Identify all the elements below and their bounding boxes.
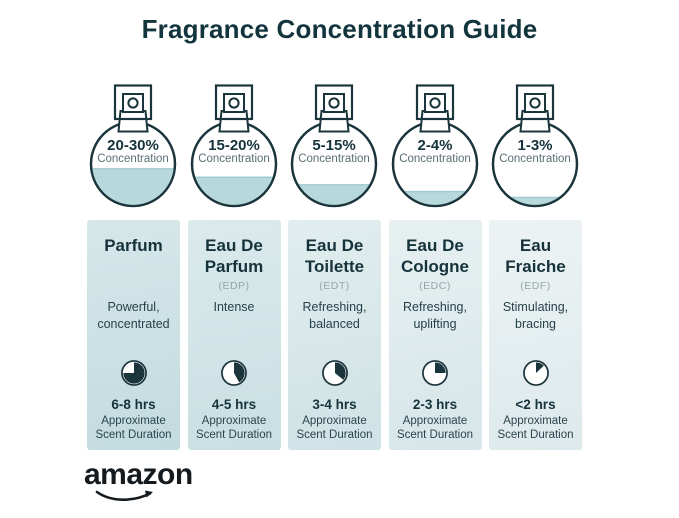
duration-hours: 6-8 hrs [111, 397, 156, 412]
clock-icon [221, 360, 247, 386]
amazon-logo: amazon [84, 458, 194, 510]
clock-icon [522, 360, 549, 386]
amazon-logo-text: amazon [84, 458, 193, 491]
bottle-cap [314, 84, 354, 121]
concentration-label: Concentration [97, 153, 169, 165]
duration-hours: 3-4 hrs [312, 397, 357, 412]
column-name: Eau Fraiche [505, 236, 566, 276]
bottle-nozzle [429, 97, 441, 109]
clock-icon [321, 360, 348, 386]
concentration-percent: 1-3% [517, 137, 552, 154]
bottle-cap [415, 84, 455, 121]
bottle-nozzle [328, 97, 340, 109]
perfume-bottle: 2-4% Concentration [391, 84, 479, 208]
duration-note: Approximate Scent Duration [497, 415, 574, 441]
concentration-label: Concentration [298, 153, 370, 165]
clock-icon [120, 360, 147, 386]
perfume-bottle: 15-20% Concentration [190, 84, 278, 208]
fragrance-column-parfum: Parfum Powerful, concentrated 6-8 hrs Ap… [87, 220, 180, 450]
concentration-label: Concentration [499, 153, 571, 165]
bottle-cap [515, 84, 555, 121]
column-description: Refreshing, uplifting [403, 300, 467, 331]
duration-hours: <2 hrs [515, 397, 556, 412]
column-name: Eau De Toilette [304, 236, 365, 276]
bottle-nozzle [529, 97, 541, 109]
fragrance-column-eau-fraiche: Eau Fraiche (EDF) Stimulating, bracing <… [489, 220, 582, 450]
amazon-smile-arrow-icon [95, 490, 153, 501]
concentration-label: Concentration [198, 153, 270, 165]
bottle-neck [419, 110, 451, 133]
column-abbr: (EDP) [218, 280, 250, 292]
perfume-bottle: 1-3% Concentration [491, 84, 579, 208]
fragrance-column-eau-de-toilette: Eau De Toilette (EDT) Refreshing, balanc… [288, 220, 381, 450]
duration-note: Approximate Scent Duration [396, 415, 474, 441]
duration-note: Approximate Scent Duration [296, 415, 373, 441]
column-name: Eau De Parfum [204, 236, 264, 276]
bottle-cap [113, 84, 153, 121]
concentration-percent: 15-20% [208, 137, 260, 154]
concentration-label: Concentration [399, 153, 471, 165]
concentration-percent: 2-4% [417, 137, 452, 154]
column-description: Powerful, concentrated [97, 300, 170, 331]
bottle-neck [117, 110, 149, 133]
perfume-bottle: 5-15% Concentration [290, 84, 378, 208]
clock-icon [422, 360, 448, 386]
concentration-percent: 5-15% [312, 137, 355, 154]
concentration-percent: 20-30% [107, 137, 159, 154]
bottle-neck [318, 110, 350, 133]
duration-note: Approximate Scent Duration [95, 415, 172, 441]
page-title: Fragrance Concentration Guide [141, 14, 538, 44]
duration-hours: 4-5 hrs [211, 397, 257, 412]
bottle-neck [218, 110, 250, 133]
bottle-neck [519, 110, 551, 133]
duration-hours: 2-3 hrs [412, 397, 458, 412]
column-abbr: (EDT) [319, 280, 350, 292]
bottle-nozzle [228, 97, 240, 109]
column-name: Eau De Cologne [401, 236, 469, 276]
bottle-cap [214, 84, 254, 121]
column-description: Refreshing, balanced [302, 300, 367, 331]
fragrance-column-eau-de-parfum: Eau De Parfum (EDP) Intense 4-5 hrs Appr… [187, 220, 281, 450]
column-name: Parfum [104, 236, 163, 255]
column-description: Intense [213, 300, 255, 314]
bottle-nozzle [127, 97, 139, 109]
column-abbr: (EDC) [419, 280, 451, 292]
column-abbr: (EDF) [520, 280, 551, 292]
duration-note: Approximate Scent Duration [195, 415, 273, 441]
perfume-bottle: 20-30% Concentration [89, 84, 177, 208]
fragrance-column-eau-de-cologne: Eau De Cologne (EDC) Refreshing, uplifti… [388, 220, 482, 450]
column-description: Stimulating, bracing [502, 300, 569, 331]
